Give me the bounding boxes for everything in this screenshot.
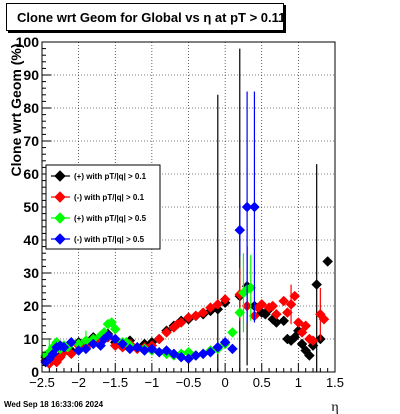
data-point xyxy=(205,302,216,314)
data-point xyxy=(307,335,319,347)
data-point xyxy=(278,295,290,307)
legend-box xyxy=(45,164,161,250)
legend-marker xyxy=(54,233,66,245)
x-tick-label: 1.5 xyxy=(326,375,344,390)
data-point xyxy=(278,315,290,327)
x-axis-label: η xyxy=(331,400,338,414)
chart-title: Clone wrt Geom for Global vs η at pT > 0… xyxy=(17,10,286,25)
data-point xyxy=(197,307,209,318)
x-tick-label: −0.5 xyxy=(176,375,202,390)
y-tick-label: 40 xyxy=(23,232,39,248)
data-point xyxy=(153,333,165,345)
y-tick-label: 30 xyxy=(23,265,39,281)
data-point xyxy=(205,346,216,358)
data-point xyxy=(175,351,187,363)
x-tick-label: −1.5 xyxy=(102,375,128,390)
data-point xyxy=(304,350,315,361)
data-point xyxy=(256,298,268,310)
y-tick-label: 60 xyxy=(23,166,39,182)
data-point xyxy=(161,345,172,356)
x-tick-label: −2.5 xyxy=(29,375,55,390)
data-point xyxy=(293,317,304,328)
y-tick-label: 0 xyxy=(31,364,39,380)
legend-marker xyxy=(54,212,66,224)
data-point xyxy=(109,333,121,345)
data-point xyxy=(249,201,260,213)
data-point xyxy=(212,298,224,310)
data-point xyxy=(234,307,246,318)
x-tick-label: −1 xyxy=(144,375,159,390)
data-point xyxy=(117,338,128,350)
chart-title-box: Clone wrt Geom for Global vs η at pT > 0… xyxy=(6,3,286,31)
series-4 xyxy=(40,91,260,368)
legend-label: (+) with pT/|q| > 0.5 xyxy=(74,214,147,223)
data-point xyxy=(285,298,297,310)
data-point xyxy=(190,310,202,322)
legend-label: (-) with pT/|q| > 0.1 xyxy=(74,193,145,202)
data-point xyxy=(102,330,114,342)
data-point xyxy=(318,313,330,325)
y-tick-label: 50 xyxy=(23,199,39,215)
legend-label: (+) with pT/|q| > 0.1 xyxy=(74,172,147,181)
data-point xyxy=(271,308,282,320)
x-tick-label: −2 xyxy=(71,375,86,390)
x-tick-label: 1 xyxy=(295,375,302,390)
y-tick-label: 10 xyxy=(23,331,39,347)
y-tick-label: 100 xyxy=(16,34,40,50)
legend-marker xyxy=(54,191,66,203)
data-point xyxy=(175,317,187,328)
data-point xyxy=(300,320,312,332)
data-point xyxy=(241,201,253,213)
y-tick-label: 80 xyxy=(23,100,39,116)
data-point xyxy=(131,341,143,353)
legend-label: (-) with pT/|q| > 0.5 xyxy=(74,235,145,244)
data-point xyxy=(161,327,172,338)
data-point xyxy=(289,290,301,302)
data-point xyxy=(80,343,92,355)
plot-area xyxy=(40,48,334,372)
data-point xyxy=(322,256,334,267)
timestamp-footer: Wed Sep 18 16:33:06 2024 xyxy=(4,400,104,409)
data-point xyxy=(234,224,246,236)
y-tick-label: 70 xyxy=(23,133,39,149)
legend: (+) with pT/|q| > 0.1 (-) with pT/|q| > 0… xyxy=(45,164,161,250)
data-point xyxy=(146,343,158,355)
data-point xyxy=(65,336,77,348)
y-axis-label: Clone wrt Geom (%) xyxy=(8,43,24,176)
x-tick-label: 0.5 xyxy=(253,375,271,390)
data-point xyxy=(219,294,231,305)
data-point xyxy=(58,341,70,353)
axes: −2.5 −2 −1.5 −1 −0.5 0 0.5 1 1.5 0 10 20 30 40 50 60 70 8… xyxy=(16,34,344,390)
x-tick-label: 0 xyxy=(222,375,229,390)
data-point xyxy=(212,341,224,353)
data-point xyxy=(168,348,180,360)
data-point xyxy=(219,336,231,348)
y-tick-label: 90 xyxy=(23,67,39,83)
legend-marker xyxy=(54,170,66,182)
data-point xyxy=(227,343,238,355)
y-tick-label: 20 xyxy=(23,298,39,314)
data-point xyxy=(311,279,323,290)
data-point xyxy=(227,327,238,338)
data-point xyxy=(87,338,99,350)
data-point xyxy=(282,307,293,318)
data-point xyxy=(267,300,279,312)
